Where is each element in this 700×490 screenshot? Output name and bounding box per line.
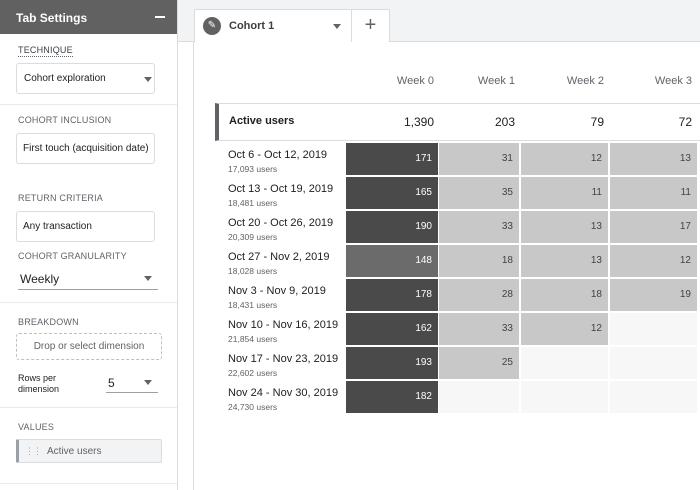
column-header-week-2: Week 2 [566,75,604,87]
column-header-week-1: Week 1 [477,75,515,87]
chip-label: Active users [47,445,102,457]
total-week-0: 1,390 [403,115,434,129]
cohort-cell-week-2[interactable] [521,347,608,379]
panel-header: Tab Settings [0,0,177,34]
cohort-cell-week-0[interactable]: 190 [346,211,438,243]
rows-per-dimension-label: Rows per dimension [18,373,60,394]
cohort-cell-week-3[interactable]: 11 [610,177,697,209]
cohort-row-label: Nov 17 - Nov 23, 2019 [228,353,339,365]
return-criteria-value: Any transaction [23,221,92,232]
cohort-row-users: 21,854 users [228,334,278,344]
total-week-1: 203 [494,115,515,129]
column-header-week-0: Week 0 [396,75,434,87]
cohort-row-label: Nov 24 - Nov 30, 2019 [228,387,339,399]
cohort-inclusion-value: First touch (acquisition date) [23,143,149,154]
cohort-cell-week-1[interactable]: 33 [439,211,519,243]
cohort-cell-week-3[interactable]: 13 [610,143,697,175]
return-criteria-label: RETURN CRITERIA [18,193,104,203]
rows-per-dimension-value: 5 [108,376,115,390]
cohort-row-users: 18,028 users [228,266,278,276]
dropdown-arrow-icon [144,276,152,281]
cohort-cell-week-3[interactable] [610,381,697,413]
cohort-cell-week-1[interactable]: 33 [439,313,519,345]
cohort-inclusion-label: COHORT INCLUSION [18,115,112,125]
tab-bar: ✎ Cohort 1 + [178,0,700,42]
total-week-3: 72 [678,115,692,129]
cohort-granularity-label: COHORT GRANULARITY [18,251,127,261]
cohort-row-label: Oct 27 - Nov 2, 2019 [228,251,330,263]
add-tab-button[interactable]: + [351,9,390,42]
cohort-row-users: 18,431 users [228,300,278,310]
cohort-row-users: 18,481 users [228,198,278,208]
cohort-cell-week-0[interactable]: 182 [346,381,438,413]
cohort-cell-week-0[interactable]: 193 [346,347,438,379]
cohort-row-users: 22,602 users [228,368,278,378]
cohort-row-label: Oct 13 - Oct 19, 2019 [228,183,334,195]
cohort-cell-week-2[interactable] [521,381,608,413]
totals-row [215,103,700,141]
panel-title: Tab Settings [16,11,88,25]
cohort-cell-week-3[interactable] [610,313,697,345]
cohort-row-users: 20,309 users [228,232,278,242]
cohort-cell-week-0[interactable]: 162 [346,313,438,345]
cohort-cell-week-1[interactable]: 25 [439,347,519,379]
minimize-icon[interactable] [155,16,165,18]
tab-cohort-1[interactable]: ✎ Cohort 1 [194,9,352,42]
cohort-row-users: 24,730 users [228,402,278,412]
breakdown-placeholder: Drop or select dimension [33,341,145,352]
breakdown-dropzone[interactable]: Drop or select dimension [16,333,162,360]
cohort-cell-week-3[interactable]: 17 [610,211,697,243]
cohort-granularity-value: Weekly [20,272,60,286]
cohort-cell-week-0[interactable]: 148 [346,245,438,277]
divider [0,407,177,408]
plus-icon: + [364,14,377,36]
cohort-cell-week-2[interactable]: 12 [521,143,608,175]
cohort-row-users: 17,093 users [228,164,278,174]
drag-handle-icon[interactable]: ⋮⋮ [25,445,42,456]
cohort-inclusion-field[interactable]: First touch (acquisition date) [16,133,155,164]
divider [0,483,177,484]
dropdown-arrow-icon [144,380,152,385]
cohort-cell-week-0[interactable]: 178 [346,279,438,311]
cohort-cell-week-1[interactable]: 35 [439,177,519,209]
select-underline [18,289,158,290]
dropdown-arrow-icon [144,77,152,82]
cohort-row-label: Oct 6 - Oct 12, 2019 [228,149,328,161]
totals-label: Active users [229,115,295,127]
cohort-cell-week-1[interactable] [439,381,519,413]
edit-pencil-icon[interactable]: ✎ [203,17,221,35]
cohort-cell-week-2[interactable]: 13 [521,245,608,277]
cohort-cell-week-3[interactable] [610,347,697,379]
tab-settings-panel: Tab Settings TECHNIQUE Cohort exploratio… [0,0,178,490]
cohort-cell-week-2[interactable]: 12 [521,313,608,345]
cohort-cell-week-0[interactable]: 171 [346,143,438,175]
cohort-cell-week-3[interactable]: 12 [610,245,697,277]
tab-menu-arrow-icon[interactable] [333,24,341,29]
active-users-chip[interactable]: ⋮⋮ Active users [16,439,162,463]
cohort-cell-week-2[interactable]: 18 [521,279,608,311]
select-underline [106,392,158,393]
divider [0,104,177,105]
column-header-week-3: Week 3 [654,75,692,87]
total-week-2: 79 [590,115,604,129]
values-label: VALUES [18,422,55,432]
cohort-cell-week-0[interactable]: 165 [346,177,438,209]
cohort-cell-week-2[interactable]: 13 [521,211,608,243]
divider [0,302,177,303]
breakdown-label: BREAKDOWN [18,317,79,327]
return-criteria-field[interactable]: Any transaction [16,211,155,242]
cohort-cell-week-1[interactable]: 28 [439,279,519,311]
cohort-cell-week-3[interactable]: 19 [610,279,697,311]
cohort-row-label: Nov 10 - Nov 16, 2019 [228,319,339,331]
cohort-cell-week-1[interactable]: 31 [439,143,519,175]
tab-label: Cohort 1 [229,20,275,32]
technique-select[interactable]: Cohort exploration [16,63,155,94]
cohort-row-label: Oct 20 - Oct 26, 2019 [228,217,334,229]
cohort-cell-week-1[interactable]: 18 [439,245,519,277]
cohort-cell-week-2[interactable]: 11 [521,177,608,209]
cohort-row-label: Nov 3 - Nov 9, 2019 [228,285,326,297]
technique-label: TECHNIQUE [18,45,73,57]
technique-value: Cohort exploration [24,73,106,84]
